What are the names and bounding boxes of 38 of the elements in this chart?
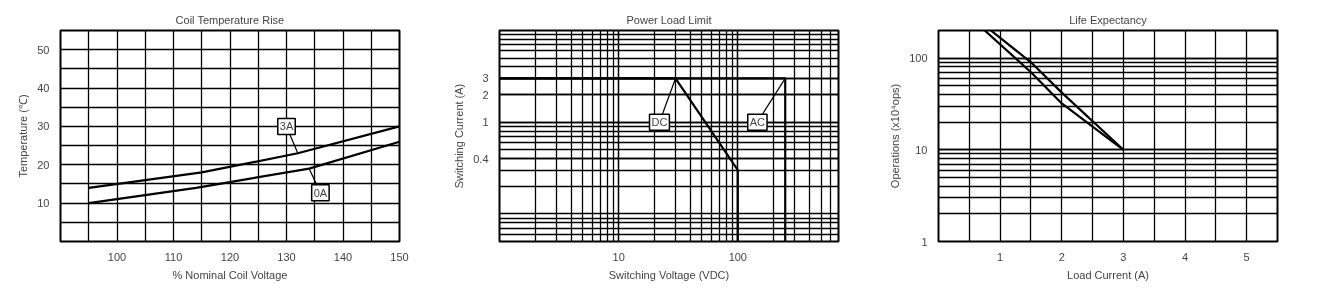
y-tick-label: 50 [37,43,50,56]
x-tick-label: 130 [277,250,296,263]
chart-title: Life Expectancy [1069,13,1148,26]
y-tick-label: 100 [909,52,928,65]
x-axis-title: Switching Voltage (VDC) [608,268,730,281]
annotation: DC [651,116,668,129]
x-tick-label: 120 [220,250,240,263]
y-axis-title: Switching Current (A) [453,83,466,189]
y-tick-label: 10 [37,197,50,210]
y-tick-label: 10 [915,143,928,156]
annotation: 3A [279,120,294,133]
y-tick-label: 30 [37,120,50,133]
y-tick-label: 40 [37,82,50,95]
annotation: AC [749,116,766,129]
y-tick-label: 1 [921,235,928,248]
y-tick-label: 1 [482,116,489,129]
x-tick-label: 100 [107,250,127,263]
x-tick-label: 150 [390,250,409,263]
x-axis-title: % Nominal Coil Voltage [172,268,288,281]
x-tick-label: 1 [997,250,1004,263]
x-tick-label: 4 [1181,250,1189,263]
x-tick-label: 10 [612,250,625,263]
x-tick-label: 2 [1058,250,1065,263]
chart-title: Coil Temperature Rise [175,13,285,26]
x-tick-label: 100 [728,250,747,263]
x-axis-title: Load Current (A) [1067,268,1149,281]
chart-title: Power Load Limit [626,13,712,26]
y-axis-title: Temperature (℃) [17,94,30,178]
x-tick-label: 5 [1243,250,1250,263]
annotation: 0A [313,186,328,199]
x-tick-label: 110 [164,250,183,263]
x-tick-label: 3 [1120,250,1127,263]
x-tick-label: 140 [333,250,353,263]
y-tick-label: 2 [482,88,489,101]
y-tick-label: 0.4 [473,152,489,165]
y-tick-label: 20 [37,158,50,171]
y-axis-title: Operations (x10⁴ops) [889,83,902,189]
y-tick-label: 3 [482,72,489,85]
